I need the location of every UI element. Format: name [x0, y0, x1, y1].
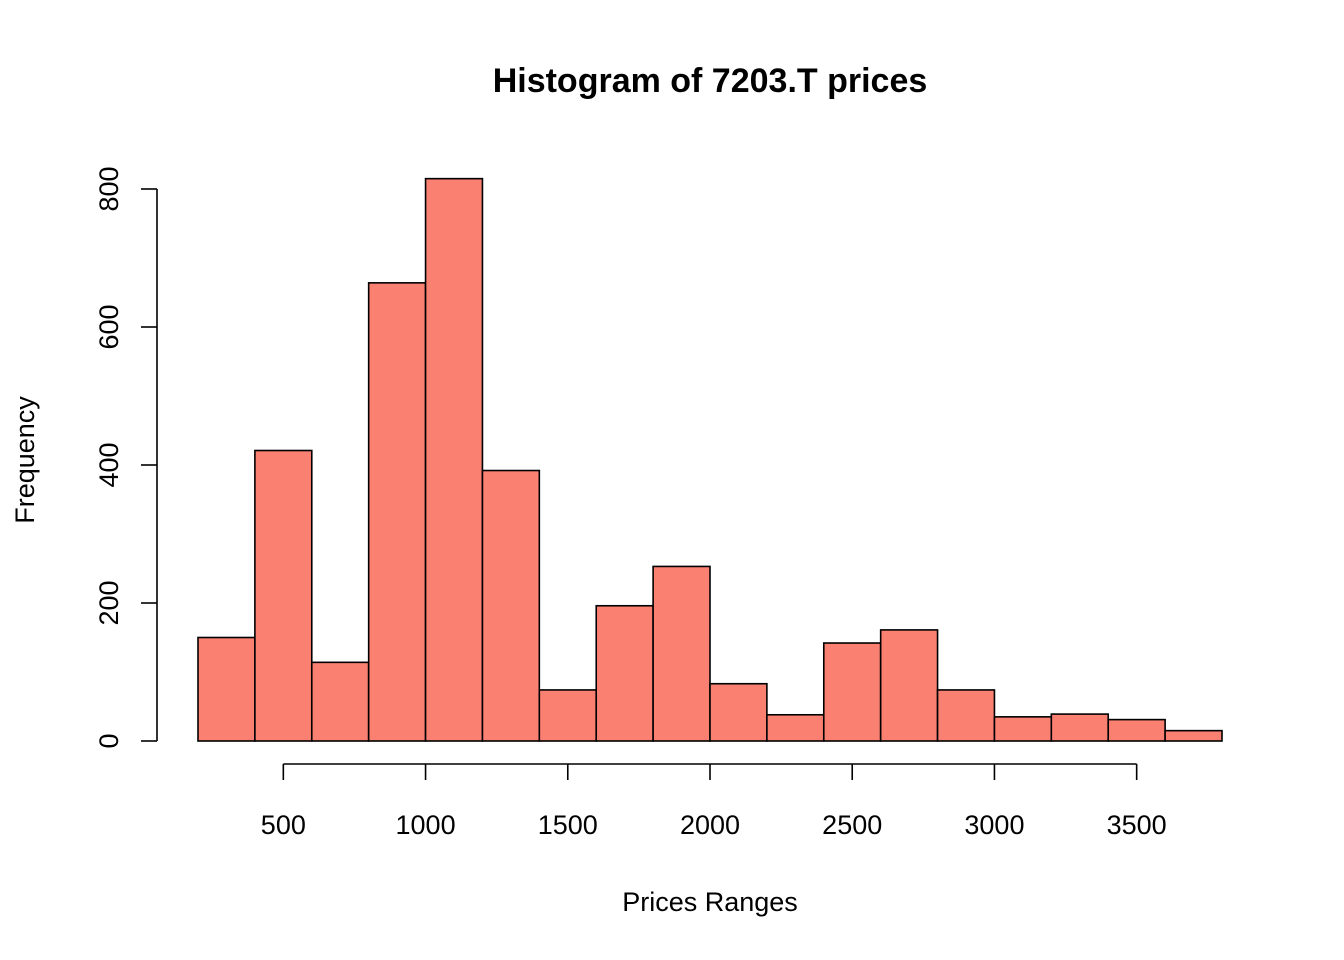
x-axis: 500 1000 1500 2000 2500 3000 3500	[261, 763, 1167, 840]
histogram-bar	[1050, 713, 1110, 742]
x-tick-label: 2000	[680, 810, 740, 840]
y-tick-label: 200	[94, 580, 124, 625]
x-tick-label: 2500	[822, 810, 882, 840]
x-tick-label: 1500	[538, 810, 598, 840]
histogram-bar	[197, 636, 256, 742]
histogram-bar	[367, 282, 427, 742]
histogram-bar	[481, 469, 541, 742]
histogram-bar	[424, 177, 484, 742]
x-axis-label: Prices Ranges	[622, 887, 798, 917]
histogram-bar	[822, 642, 882, 742]
histogram-bar	[538, 689, 598, 742]
histogram-bar	[766, 713, 825, 742]
y-axis-label: Frequency	[10, 396, 40, 524]
histogram-bar	[652, 565, 711, 742]
histogram-bar	[1164, 729, 1223, 742]
histogram-bar	[936, 689, 996, 742]
y-axis: 0 200 400 600 800	[94, 166, 158, 749]
x-tick-label: 1000	[396, 810, 456, 840]
histogram-bar	[879, 629, 939, 742]
histogram-bar	[1107, 718, 1166, 742]
y-tick-label: 400	[94, 442, 124, 487]
x-tick-label: 3000	[964, 810, 1024, 840]
histogram-bar	[310, 661, 370, 742]
x-tick-label: 500	[261, 810, 306, 840]
y-tick-label: 800	[94, 166, 124, 211]
histogram-bar	[595, 604, 654, 742]
y-tick-label: 0	[94, 733, 124, 748]
histogram-bar	[254, 449, 313, 742]
y-tick-label: 600	[94, 304, 124, 349]
histogram-bar	[993, 716, 1053, 742]
bars	[197, 177, 1223, 742]
x-tick-label: 3500	[1107, 810, 1167, 840]
histogram-bar	[709, 682, 768, 742]
chart-title: Histogram of 7203.T prices	[493, 62, 928, 100]
